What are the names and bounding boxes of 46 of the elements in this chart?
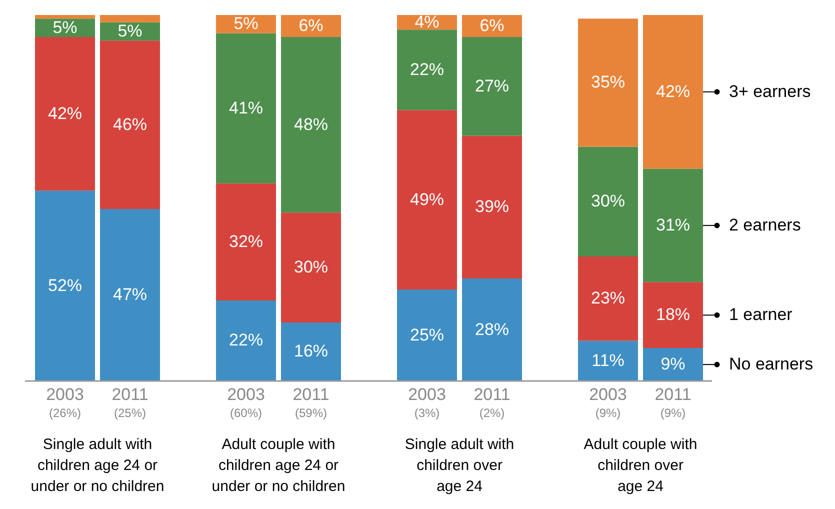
category-label: 2003 (26%) bbox=[46, 385, 84, 420]
data-label: 6% bbox=[480, 16, 504, 35]
data-label: 23% bbox=[590, 288, 626, 308]
text: Adult couple with children over age 24 bbox=[584, 436, 698, 495]
data-label: 42% bbox=[656, 82, 690, 101]
series-label: 1 earner bbox=[729, 305, 793, 324]
series-label: 2 earners bbox=[729, 215, 801, 234]
data-label: 5% bbox=[118, 21, 142, 40]
data-label: 30% bbox=[294, 258, 328, 277]
data-label: 31% bbox=[656, 215, 690, 234]
text: Single adult with children over age 24 bbox=[404, 436, 514, 495]
data-label: 22% bbox=[228, 330, 264, 350]
data-label: 6% bbox=[298, 16, 324, 35]
data-label: 35% bbox=[590, 72, 626, 92]
category-label: 2011 (2%) bbox=[474, 385, 510, 420]
data-label: 22% bbox=[410, 60, 444, 79]
data-label: 30% bbox=[590, 192, 626, 211]
category-label: 2011 (9%) bbox=[654, 385, 692, 420]
data-label: 16% bbox=[294, 342, 328, 361]
data-label: 18% bbox=[656, 305, 690, 324]
category-label: 2003 (60%) bbox=[227, 385, 265, 420]
data-label: 5% bbox=[234, 14, 258, 34]
series-label: No earners bbox=[729, 354, 814, 374]
data-label: 27% bbox=[474, 76, 510, 96]
data-label: 9% bbox=[660, 354, 686, 374]
text: Adult couple with children age 24 or under or no children bbox=[212, 436, 346, 495]
data-label: 41% bbox=[228, 98, 264, 118]
data-label: 48% bbox=[294, 114, 328, 134]
data-label: 25% bbox=[410, 325, 444, 344]
category-label: 2003 (3%) bbox=[408, 385, 446, 420]
category-label: 2011 (59%) bbox=[292, 385, 330, 420]
data-label: 39% bbox=[474, 197, 510, 216]
data-label: 52% bbox=[48, 276, 82, 295]
data-label: 5% bbox=[52, 18, 78, 37]
data-label: 4% bbox=[414, 12, 440, 32]
text: Single adult with children age 24 or under or no children bbox=[30, 436, 164, 495]
data-label: 49% bbox=[410, 190, 444, 209]
category-label: 2003 (9%) bbox=[589, 385, 627, 420]
data-label: 28% bbox=[474, 320, 510, 339]
data-label: 11% bbox=[592, 350, 624, 370]
data-label: 42% bbox=[48, 104, 82, 123]
series-label: 3+ earners bbox=[729, 82, 811, 101]
data-label: 46% bbox=[112, 114, 148, 134]
data-label: 32% bbox=[228, 232, 264, 251]
category-label: 2011 (25%) bbox=[112, 385, 148, 420]
data-label: 47% bbox=[112, 284, 148, 304]
